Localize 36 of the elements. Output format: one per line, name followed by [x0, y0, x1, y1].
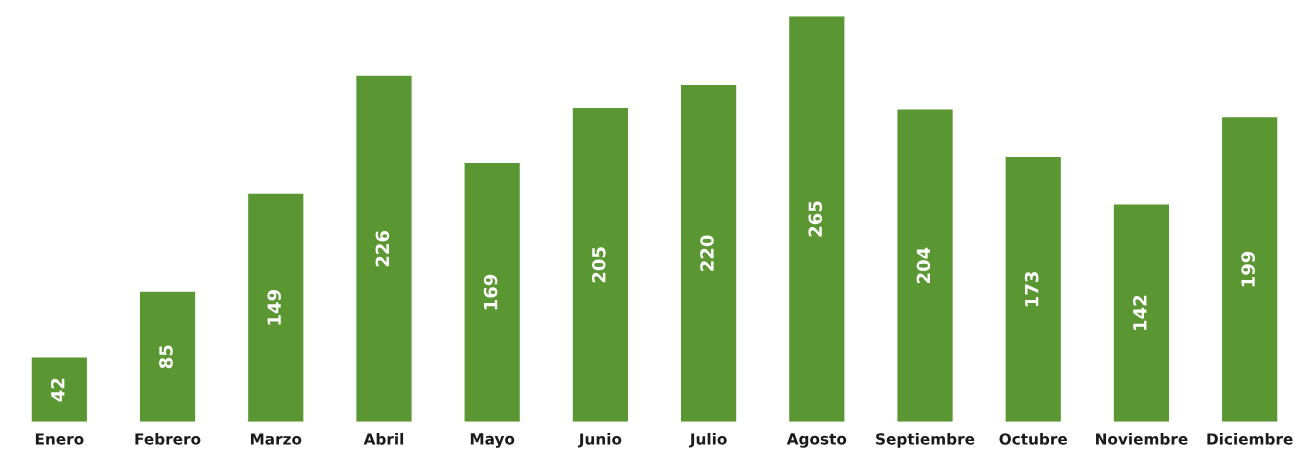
x-tick-label: Abril — [363, 432, 404, 445]
data-label: 173 — [1024, 271, 1039, 307]
x-tick-label: Septiembre — [876, 432, 975, 448]
x-tick-label: Enero — [35, 433, 84, 445]
data-label: 149 — [267, 290, 281, 325]
bar — [1113, 204, 1170, 422]
bar — [464, 163, 520, 422]
x-tick-label: Diciembre — [1207, 432, 1293, 445]
data-label: 220 — [700, 235, 714, 271]
bar — [681, 85, 737, 422]
bar — [356, 75, 412, 422]
data-label: 42 — [50, 378, 65, 402]
bar — [572, 107, 628, 422]
x-tick-label: Noviembre — [1096, 432, 1188, 445]
bar — [789, 16, 845, 422]
bar — [897, 109, 953, 422]
data-label: 204 — [916, 247, 931, 284]
bar — [1005, 156, 1061, 422]
data-label: 205 — [591, 247, 606, 283]
bar — [248, 193, 304, 422]
data-label: 85 — [159, 345, 173, 369]
x-tick-label: Mayo — [470, 433, 515, 448]
bar — [139, 291, 196, 422]
data-label: 199 — [1241, 251, 1255, 287]
data-label: 142 — [1133, 295, 1147, 330]
bar — [1222, 117, 1278, 422]
x-tick-label: Agosto — [786, 433, 847, 448]
x-tick-label: Marzo — [250, 433, 302, 445]
data-label: 265 — [808, 201, 823, 237]
data-label: 226 — [375, 230, 390, 267]
data-label: 169 — [483, 274, 498, 310]
x-tick-label: Octubre — [999, 432, 1068, 445]
x-tick-label: Julio — [688, 432, 727, 448]
x-tick-label: Junio — [577, 432, 622, 448]
bar — [31, 357, 87, 422]
x-tick-label: Febrero — [135, 432, 201, 445]
